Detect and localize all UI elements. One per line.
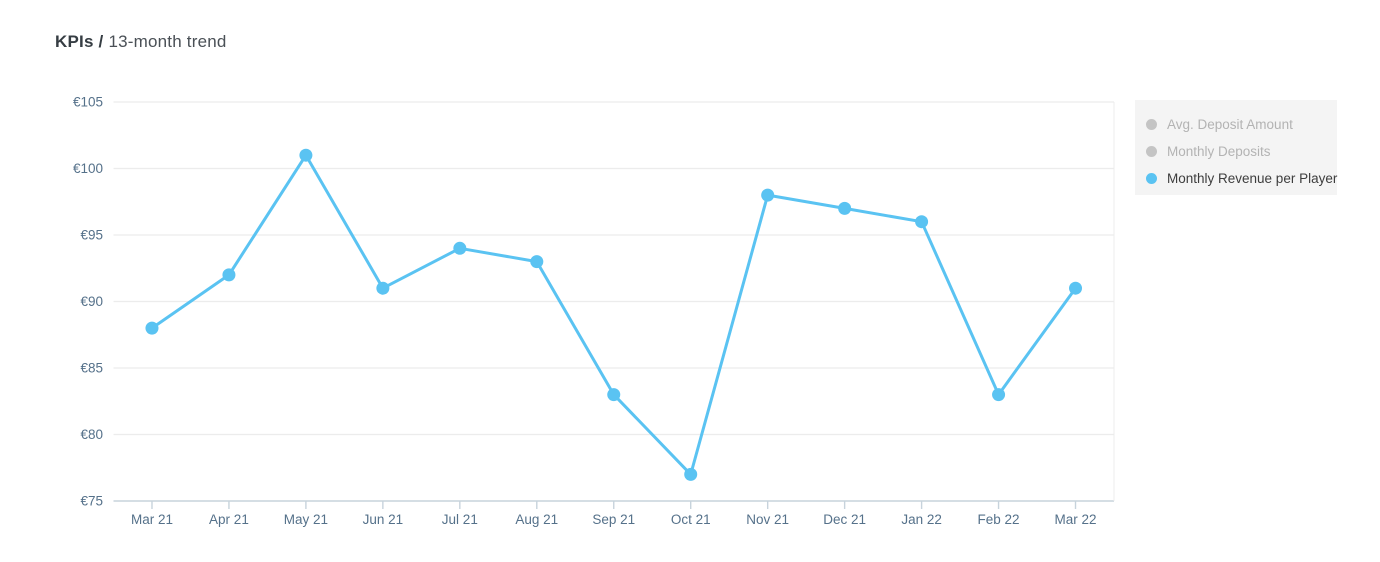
data-point[interactable] — [761, 188, 775, 202]
x-axis-label: Aug 21 — [515, 512, 558, 527]
chart-legend: Avg. Deposit Amount Monthly Deposits Mon… — [1135, 100, 1337, 195]
legend-dot-icon — [1146, 119, 1157, 130]
legend-item-label: Monthly Revenue per Player — [1167, 171, 1338, 186]
trend-line — [150, 153, 1078, 476]
data-point[interactable] — [453, 241, 467, 255]
legend-item-label: Avg. Deposit Amount — [1167, 117, 1293, 132]
x-axis-label: Jan 22 — [901, 512, 942, 527]
data-point[interactable] — [376, 281, 390, 295]
legend-dot-icon — [1146, 146, 1157, 157]
x-axis-label: Dec 21 — [823, 512, 866, 527]
x-axis-label: Mar 22 — [1055, 512, 1097, 527]
x-axis-label: Nov 21 — [746, 512, 789, 527]
y-axis-label: €80 — [80, 427, 103, 442]
x-axis-label: May 21 — [284, 512, 328, 527]
y-axis-label: €85 — [80, 361, 103, 376]
data-point[interactable] — [530, 255, 544, 269]
data-point[interactable] — [145, 321, 159, 335]
page-title-subtitle: 13-month trend — [108, 32, 227, 51]
x-axis-label: Mar 21 — [131, 512, 173, 527]
data-point[interactable] — [684, 467, 698, 481]
y-axis-label: €95 — [80, 228, 103, 243]
legend-item-label: Monthly Deposits — [1167, 144, 1271, 159]
x-axis-label: Jul 21 — [442, 512, 478, 527]
data-point[interactable] — [992, 388, 1006, 402]
legend-item-monthly-deposits[interactable]: Monthly Deposits — [1135, 138, 1337, 165]
y-axis-label: €105 — [73, 95, 103, 110]
page-title: KPIs /13-month trend — [55, 31, 227, 52]
y-axis-label: €75 — [80, 494, 103, 509]
legend-dot-icon — [1146, 173, 1157, 184]
legend-item-avg-deposit-amount[interactable]: Avg. Deposit Amount — [1135, 111, 1337, 138]
y-axis-label: €90 — [80, 294, 103, 309]
page-title-section: KPIs / — [55, 32, 104, 51]
data-point[interactable] — [607, 388, 621, 402]
y-axis-label: €100 — [73, 161, 103, 176]
data-point[interactable] — [222, 268, 236, 282]
data-point[interactable] — [1069, 281, 1083, 295]
data-point[interactable] — [838, 201, 852, 215]
x-axis-label: Feb 22 — [978, 512, 1020, 527]
data-point[interactable] — [915, 215, 929, 229]
legend-item-monthly-revenue-per-player[interactable]: Monthly Revenue per Player — [1135, 165, 1337, 192]
x-axis-label: Sep 21 — [592, 512, 635, 527]
data-point[interactable] — [299, 148, 313, 162]
x-axis-label: Jun 21 — [363, 512, 404, 527]
x-axis-label: Oct 21 — [671, 512, 711, 527]
x-axis-label: Apr 21 — [209, 512, 249, 527]
